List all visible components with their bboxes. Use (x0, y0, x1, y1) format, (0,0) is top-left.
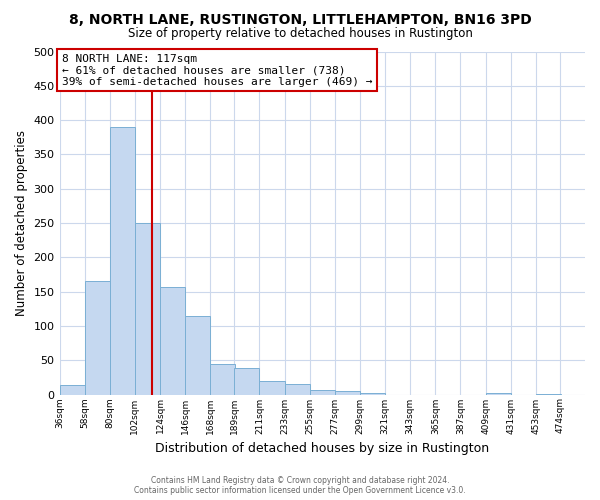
Bar (85, 282, 110, 395)
Text: 8 NORTH LANE: 117sqm
← 61% of detached houses are smaller (738)
39% of semi-deta: 8 NORTH LANE: 117sqm ← 61% of detached h… (62, 54, 373, 87)
X-axis label: Distribution of detached houses by size in Rustington: Distribution of detached houses by size … (155, 442, 490, 455)
Bar (235, 368, 259, 394)
Bar (284, 384, 310, 394)
Text: Size of property relative to detached houses in Rustington: Size of property relative to detached ho… (128, 28, 472, 40)
Bar (335, 391, 360, 394)
Bar (259, 381, 284, 394)
Bar (160, 287, 185, 395)
Text: Contains HM Land Registry data © Crown copyright and database right 2024.
Contai: Contains HM Land Registry data © Crown c… (134, 476, 466, 495)
Bar (211, 364, 235, 394)
Bar (135, 223, 160, 394)
Bar (185, 316, 211, 394)
Text: 8, NORTH LANE, RUSTINGTON, LITTLEHAMPTON, BN16 3PD: 8, NORTH LANE, RUSTINGTON, LITTLEHAMPTON… (68, 12, 532, 26)
Bar (110, 127, 135, 394)
Bar (360, 393, 385, 394)
Bar (310, 390, 335, 394)
Bar (59, 385, 85, 394)
Y-axis label: Number of detached properties: Number of detached properties (15, 130, 28, 316)
Bar (485, 393, 511, 394)
